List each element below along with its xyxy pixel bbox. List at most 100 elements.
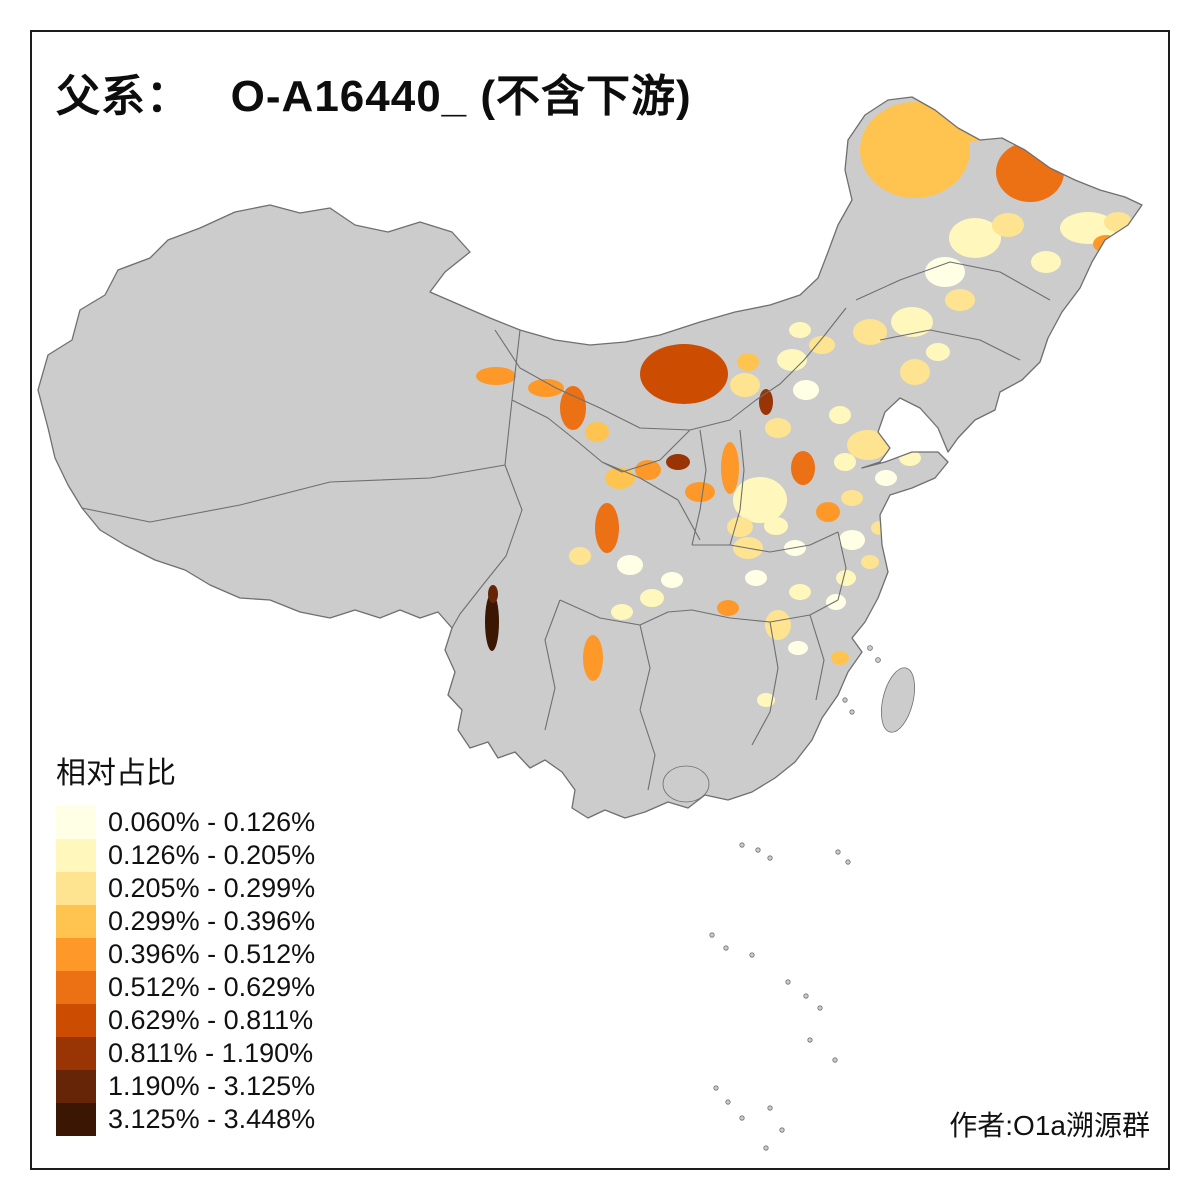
legend-range-label: 0.629% - 0.811% <box>108 1005 314 1035</box>
legend-item: 0.396% - 0.512% <box>56 938 315 971</box>
prefecture-region <box>488 585 498 603</box>
legend-range-label: 0.299% - 0.396% <box>108 906 316 936</box>
prefecture-region <box>836 570 856 586</box>
prefecture-region <box>891 307 933 337</box>
prefecture-region <box>528 379 564 397</box>
prefecture-region <box>685 482 715 502</box>
prefecture-region <box>666 454 690 470</box>
prefecture-region <box>875 470 897 486</box>
prefecture-region <box>789 584 811 600</box>
prefecture-region <box>611 604 633 620</box>
prefecture-region <box>745 570 767 586</box>
legend-range-label: 3.125% - 3.448% <box>108 1104 316 1134</box>
prefecture-region <box>730 373 760 397</box>
prefecture-region <box>925 257 965 287</box>
legend-color-swatch <box>56 905 96 938</box>
legend-color-swatch <box>56 971 96 1004</box>
legend-item: 1.190% - 3.125% <box>56 1070 315 1103</box>
prefecture-region <box>765 610 791 640</box>
taiwan-island <box>880 667 916 733</box>
prefecture-region <box>569 547 591 565</box>
legend: 相对占比 0.060% - 0.126% 0.126% - 0.205% 0.205… <box>56 748 315 1136</box>
prefecture-region <box>861 555 879 569</box>
prefecture-region <box>841 490 863 506</box>
prefecture-region <box>884 419 908 437</box>
hainan-island <box>662 765 710 803</box>
attribution-text: 作者:O1a溯源群 <box>949 1110 1150 1141</box>
legend-color-swatch <box>56 839 96 872</box>
prefecture-region <box>791 451 815 485</box>
legend-title: 相对占比 <box>56 757 176 790</box>
legend-item: 0.629% - 0.811% <box>56 1004 315 1037</box>
prefecture-region <box>847 430 889 460</box>
prefecture-region <box>940 102 996 142</box>
prefecture-region <box>992 213 1024 237</box>
prefecture-region <box>635 460 661 480</box>
prefecture-region <box>617 555 643 575</box>
prefecture-region <box>764 517 788 535</box>
legend-range-label: 1.190% - 3.125% <box>108 1071 316 1101</box>
prefecture-region <box>721 442 739 494</box>
prefecture-region <box>585 422 609 442</box>
legend-range-label: 0.811% - 1.190% <box>108 1038 314 1068</box>
prefecture-region <box>949 218 1001 258</box>
prefecture-region <box>829 406 851 424</box>
legend-color-swatch <box>56 872 96 905</box>
prefecture-region <box>826 594 846 610</box>
prefecture-region <box>640 589 664 607</box>
prefecture-region <box>595 503 619 553</box>
legend-color-swatch <box>56 938 96 971</box>
prefecture-region <box>605 467 635 489</box>
prefecture-region <box>834 453 856 471</box>
prefecture-region <box>816 502 840 522</box>
legend-item: 0.811% - 1.190% <box>56 1037 315 1070</box>
prefecture-region <box>839 530 865 550</box>
legend-color-swatch <box>56 1004 96 1037</box>
coastline-outline <box>37 96 1143 819</box>
legend-item: 0.126% - 0.205% <box>56 839 315 872</box>
legend-item: 3.125% - 3.448% <box>56 1103 315 1136</box>
legend-items: 0.060% - 0.126% 0.126% - 0.205% 0.205% - 0… <box>56 806 315 1136</box>
legend-color-swatch <box>56 1037 96 1070</box>
legend-item: 0.299% - 0.396% <box>56 905 315 938</box>
prefecture-region <box>661 572 683 588</box>
prefecture-region <box>900 359 930 385</box>
prefecture-region <box>727 517 753 537</box>
islands <box>662 645 916 1151</box>
prefecture-region <box>765 418 791 438</box>
prefecture-region <box>583 635 603 681</box>
prefecture-region <box>831 651 849 665</box>
legend-color-swatch <box>56 1103 96 1136</box>
legend-color-swatch <box>56 1070 96 1103</box>
legend-range-label: 0.512% - 0.629% <box>108 972 316 1002</box>
prefecture-region <box>476 367 516 385</box>
legend-item: 0.060% - 0.126% <box>56 806 315 839</box>
legend-item: 0.512% - 0.629% <box>56 971 315 1004</box>
prefecture-region <box>788 641 808 655</box>
prefecture-region <box>1031 251 1061 273</box>
prefecture-region <box>793 380 819 400</box>
prefecture-region <box>733 477 787 523</box>
prefecture-region <box>757 693 775 707</box>
prefecture-region <box>737 353 759 371</box>
prefecture-region <box>640 344 728 404</box>
prefecture-region <box>1104 212 1132 232</box>
prefecture-region <box>1093 235 1119 253</box>
legend-color-swatch <box>56 806 96 839</box>
legend-range-label: 0.060% - 0.126% <box>108 807 316 837</box>
prefecture-region <box>560 386 586 430</box>
legend-item: 0.205% - 0.299% <box>56 872 315 905</box>
prefecture-region <box>926 343 950 361</box>
prefecture-region <box>996 142 1064 202</box>
legend-range-label: 0.205% - 0.299% <box>108 873 316 903</box>
page-title: 父系： O-A16440_ (不含下游) <box>56 72 692 121</box>
mainland-landmass <box>38 97 1142 818</box>
prefecture-region <box>789 322 811 338</box>
prefecture-region <box>777 349 807 371</box>
prefecture-region <box>717 600 739 616</box>
prefecture-region <box>485 593 499 651</box>
legend-range-label: 0.396% - 0.512% <box>108 939 316 969</box>
prefecture-region <box>809 336 835 354</box>
prefecture-region <box>853 319 887 345</box>
